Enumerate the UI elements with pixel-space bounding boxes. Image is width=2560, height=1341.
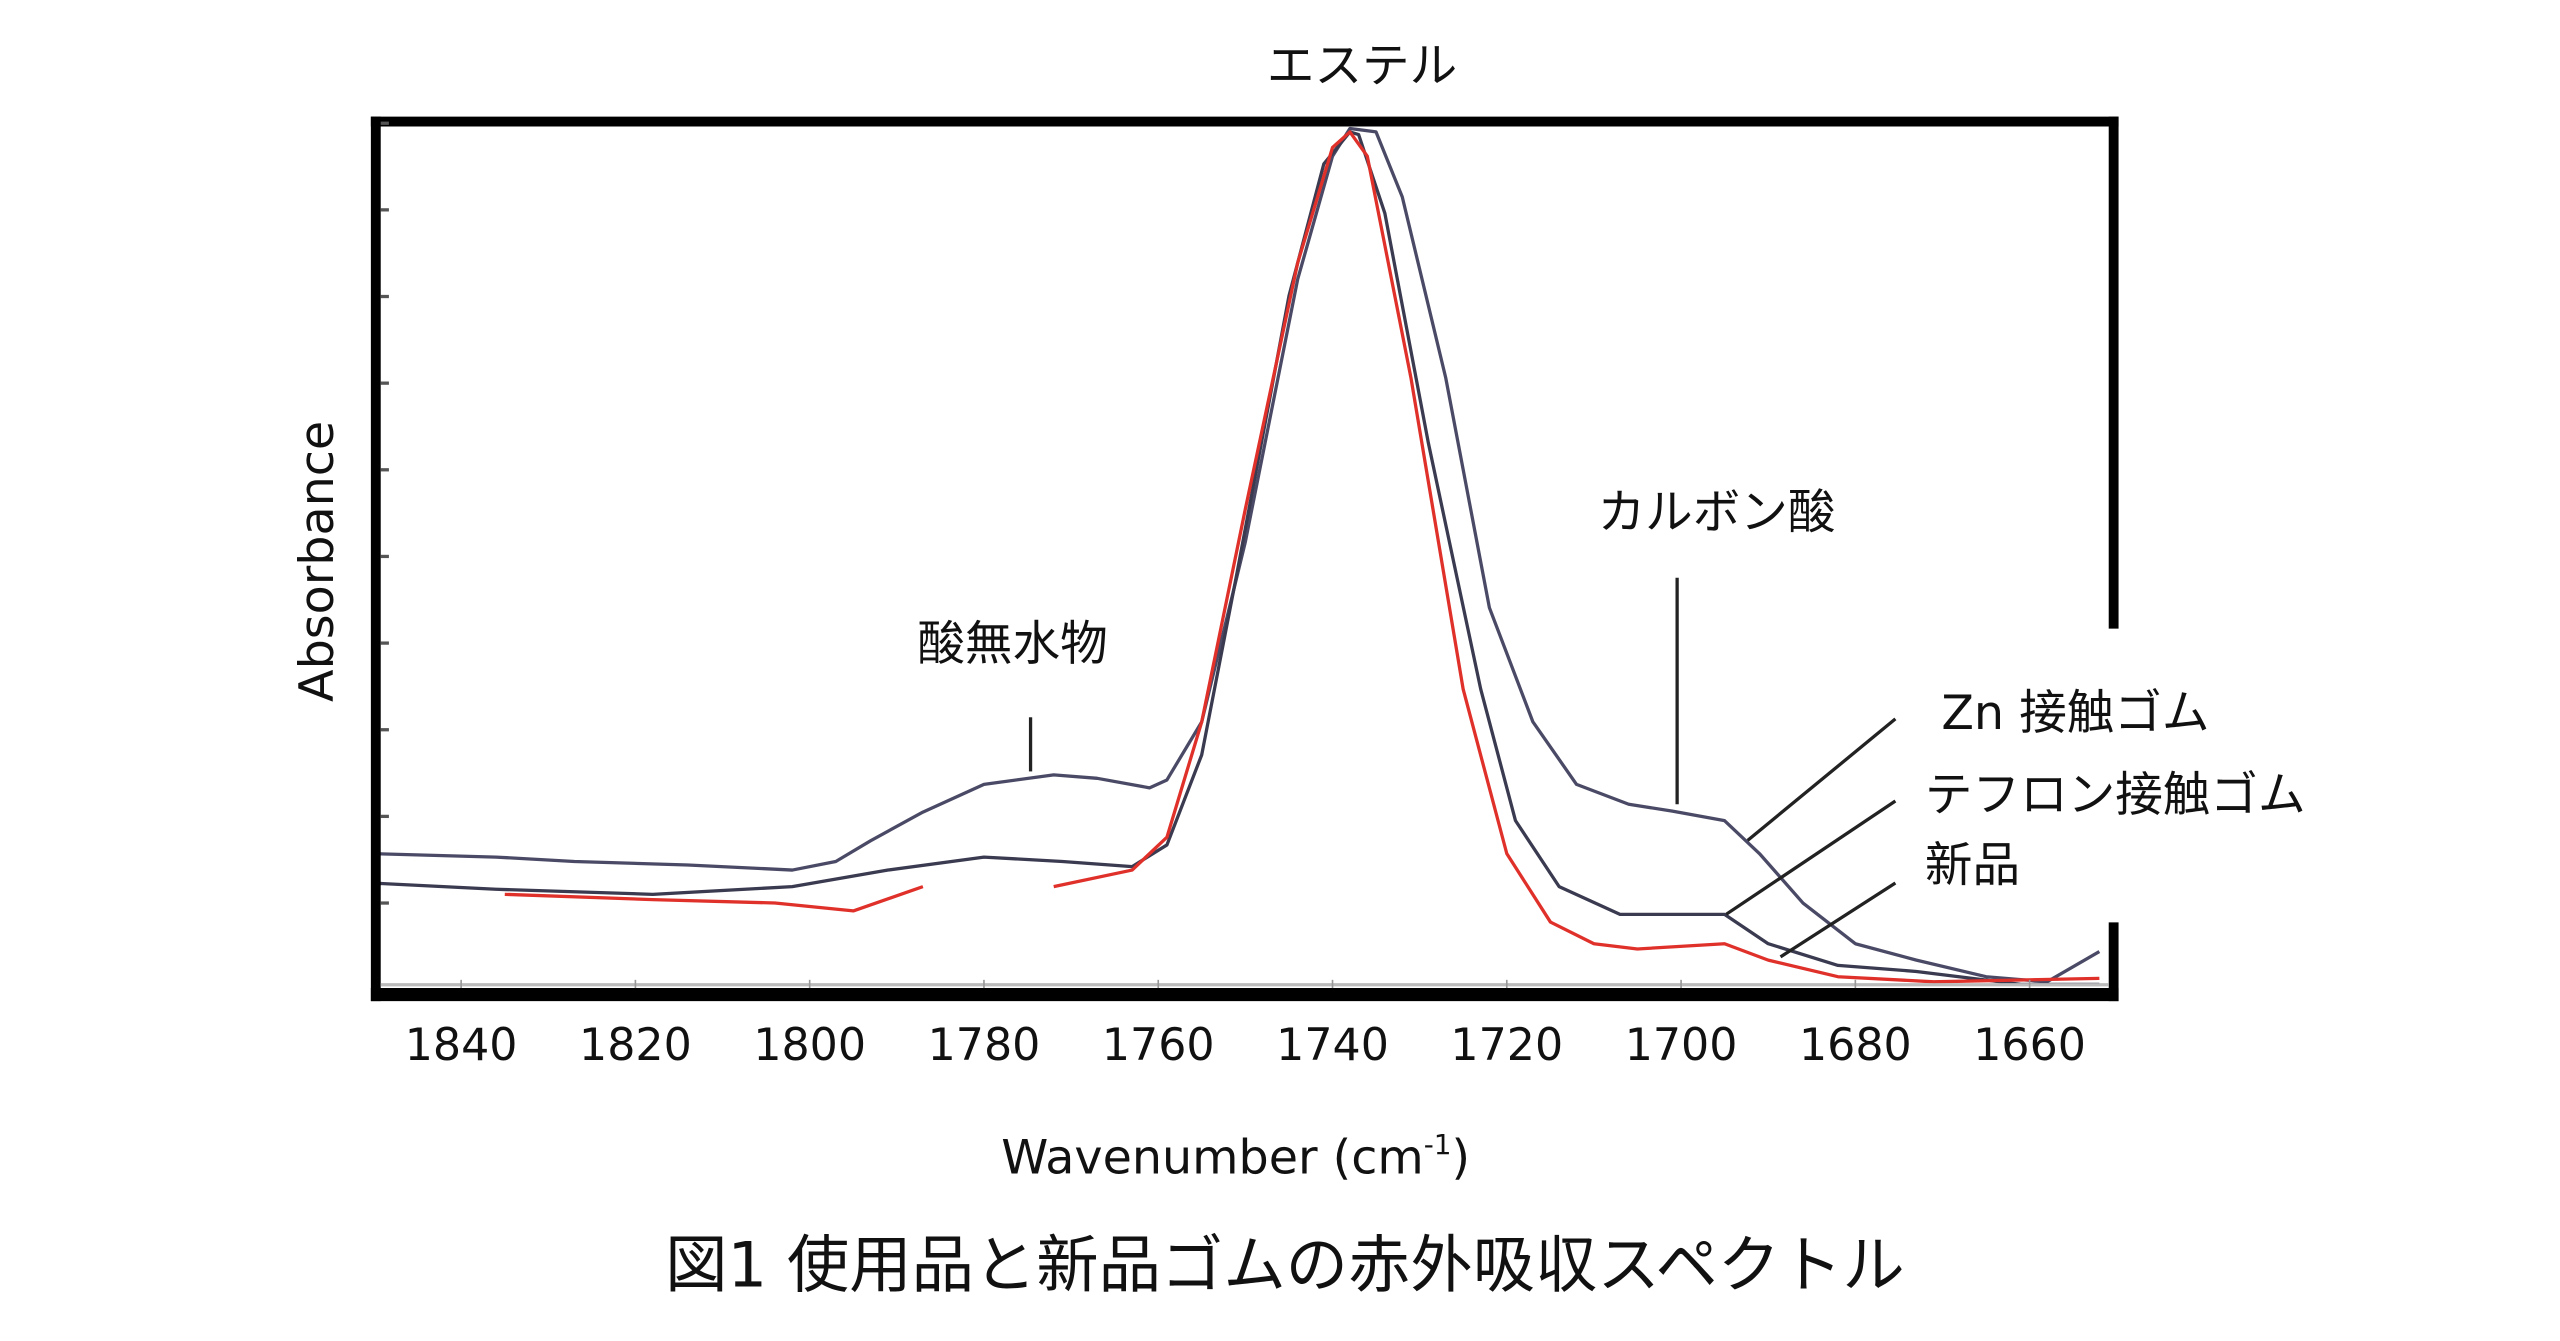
- y-minor-ticks: [380, 121, 389, 905]
- spectrum-curves: [373, 126, 2101, 987]
- x-tick-label: 1720: [1450, 1020, 1563, 1071]
- x-axis-label-main: Wavenumber (cm: [1001, 1130, 1423, 1185]
- x-tick-label: 1660: [1973, 1020, 2086, 1071]
- x-axis-label: Wavenumber (cm-1): [1001, 1128, 1470, 1186]
- legend-teflon-leader: [1725, 799, 1897, 916]
- annotation-carboxylic-acid: カルボン酸: [1598, 486, 1836, 541]
- figure-caption: 図1 使用品と新品ゴムの赤外吸収スペクトル: [665, 1229, 1905, 1302]
- legend-zn-leader: [1746, 717, 1897, 842]
- x-tick-label: 1820: [579, 1020, 692, 1071]
- annotation-anhydride: 酸無水物: [917, 617, 1107, 672]
- plot-frame: [370, 116, 2119, 1002]
- legend-teflon-rubber: テフロン接触ゴム: [1925, 768, 2306, 823]
- x-axis-label-sup: -1: [1424, 1128, 1452, 1161]
- y-axis-label: Absorbance: [290, 421, 345, 702]
- legend-zn-rubber: Zn 接触ゴム: [1941, 686, 2209, 741]
- x-tick-label: 1800: [753, 1020, 866, 1071]
- series-line-2: [504, 130, 2100, 984]
- x-axis-label-close: ): [1452, 1130, 1471, 1185]
- legend-new-rubber: 新品: [1925, 838, 2020, 893]
- x-tick-label: 1780: [928, 1020, 1041, 1071]
- x-tick-label: 1760: [1102, 1020, 1215, 1071]
- annotation-ester: エステル: [1267, 39, 1457, 94]
- x-tick-label: 1700: [1625, 1020, 1738, 1071]
- legend-new-leader: [1779, 881, 1897, 959]
- x-tick-label: 1740: [1276, 1020, 1389, 1071]
- x-tick-label: 1840: [405, 1020, 518, 1071]
- x-tick-label: 1680: [1799, 1020, 1912, 1071]
- x-tick-labels: 1840 1820 1800 1780 1760 1740 1720 1700 1680 1660: [405, 979, 2086, 1071]
